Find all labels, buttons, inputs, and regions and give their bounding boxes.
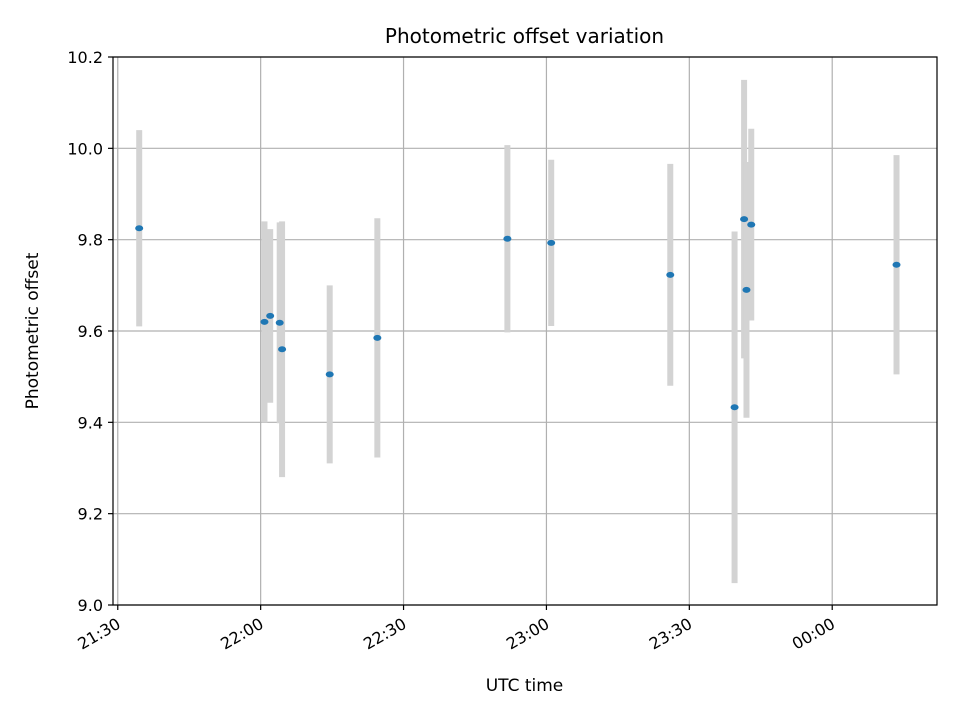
y-tick-label: 9.6 xyxy=(78,322,103,341)
data-point xyxy=(278,346,287,353)
data-point xyxy=(260,318,269,325)
x-tick-label: 23:30 xyxy=(646,614,695,654)
data-point xyxy=(135,225,144,232)
data-point xyxy=(325,371,334,378)
y-tick-label: 9.8 xyxy=(78,231,103,250)
data-point xyxy=(892,261,901,268)
data-point xyxy=(666,271,675,278)
y-tick-label: 9.0 xyxy=(78,596,103,615)
y-tick-label: 9.2 xyxy=(78,505,103,524)
x-tick-label: 21:30 xyxy=(74,614,123,654)
y-axis-ticks: 9.0 9.2 9.4 9.6 9.8 10.0 10.2 xyxy=(67,48,113,615)
data-point xyxy=(275,319,284,326)
chart-title: Photometric offset variation xyxy=(385,24,664,48)
data-point xyxy=(547,239,556,246)
y-axis-title: Photometric offset xyxy=(23,252,43,409)
data-point xyxy=(747,221,756,228)
x-axis-title: UTC time xyxy=(486,676,564,696)
data-point xyxy=(503,235,512,242)
data-point xyxy=(373,334,382,341)
grid-lines xyxy=(113,56,937,606)
data-markers xyxy=(135,216,901,411)
data-point xyxy=(730,404,739,411)
x-tick-label: 00:00 xyxy=(789,614,838,654)
x-tick-label: 23:00 xyxy=(503,614,552,654)
x-axis-ticks: 21:30 22:00 22:30 23:00 23:30 00:00 xyxy=(74,605,838,654)
data-point xyxy=(740,216,749,223)
y-tick-label: 10.2 xyxy=(67,48,103,67)
x-tick-label: 22:30 xyxy=(360,614,409,654)
data-point xyxy=(266,312,275,319)
y-tick-label: 10.0 xyxy=(67,139,103,158)
data-point xyxy=(742,286,751,293)
y-tick-label: 9.4 xyxy=(78,413,103,432)
x-tick-label: 22:00 xyxy=(217,614,266,654)
